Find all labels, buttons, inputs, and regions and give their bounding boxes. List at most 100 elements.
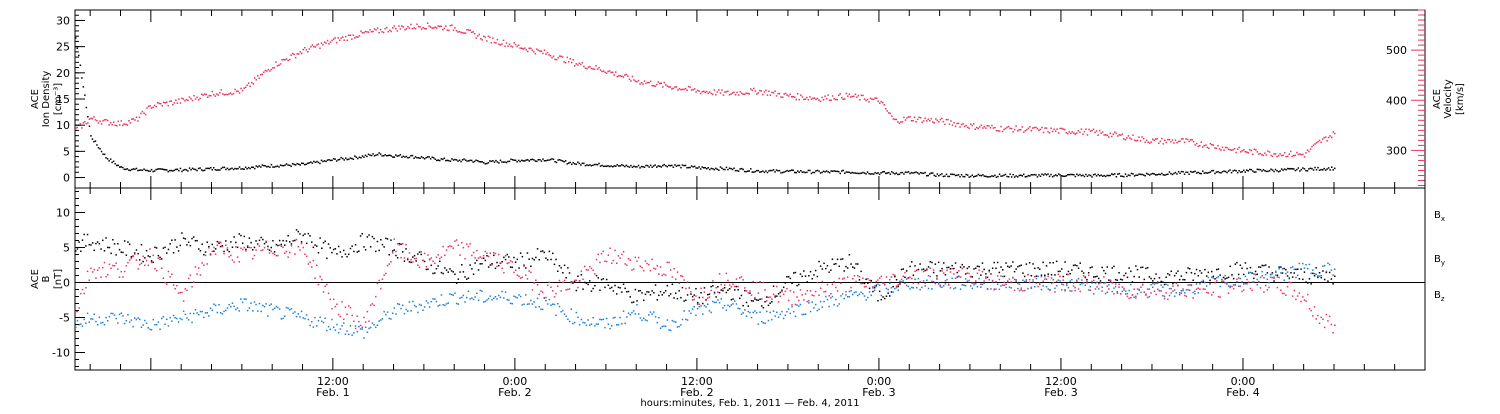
velocity-point [812,97,814,100]
bz-point [504,255,507,257]
bx-point [995,267,997,270]
by-point [278,308,281,310]
density-point [687,166,690,169]
velocity-point [854,93,857,95]
bx-point [819,265,822,267]
density-point [586,164,588,166]
density-point [1038,174,1040,176]
density-point [848,171,851,174]
by-point [755,312,758,314]
by-point [1199,283,1201,285]
velocity-point [1009,127,1011,130]
bz-point [914,270,916,272]
bz-point [860,283,862,285]
density-point [860,172,863,174]
bz-point [862,277,864,279]
density-point [251,166,253,168]
bx-point [1173,274,1176,277]
bx-point [152,261,154,264]
bx-point [880,298,883,301]
density-point [859,172,861,175]
bx-point [1136,268,1139,271]
density-point [795,171,797,174]
density-point [273,166,276,168]
bx-point [358,250,360,252]
by-point [432,298,434,300]
velocity-point [551,56,553,59]
bx-point [193,236,195,238]
bx-point [334,248,337,250]
velocity-point [1074,133,1077,135]
density-point [1126,175,1128,178]
bz-point [934,282,937,285]
density-point [616,164,618,166]
density-point [731,168,734,171]
bx-point [457,278,460,280]
bx-point [248,237,251,239]
by-point [916,287,918,289]
by-point [1167,284,1169,286]
density-point [196,169,198,172]
density-point [205,167,207,170]
bz-point [491,264,493,266]
bz-point [179,291,181,294]
by-point [681,318,684,321]
by-point [1045,286,1048,288]
velocity-point [328,43,330,45]
bz-point [546,284,549,286]
by-point [781,310,783,313]
bx-point [407,258,409,261]
bx-point [914,265,916,267]
bx-point [1290,272,1292,274]
velocity-point [531,49,534,52]
density-point [282,165,285,167]
by-point [444,304,446,307]
bottom-ylabel-line1: ACE [30,269,41,289]
bz-point [863,286,866,288]
density-point [513,159,515,161]
density-point [1191,171,1193,173]
by-point [459,297,461,299]
by-point [1027,287,1029,290]
by-point [336,323,338,326]
velocity-point [1174,139,1177,141]
bz-point [1093,279,1095,282]
velocity-point [660,82,662,84]
bx-point [503,256,505,259]
by-point [1243,283,1245,285]
velocity-point [1267,150,1269,152]
bx-point [546,259,549,261]
density-point [1205,172,1207,174]
by-point [1114,283,1117,285]
bx-point [332,248,335,251]
density-point [730,167,732,170]
velocity-point [1256,151,1259,153]
bx-point [1253,277,1255,280]
by-point [691,308,694,310]
velocity-point [451,24,453,26]
by-point [241,301,244,304]
density-point [1326,168,1328,170]
bx-point [514,261,517,263]
velocity-point [601,70,603,73]
bx-point [1059,270,1061,273]
velocity-point [824,95,826,97]
by-point [236,307,239,309]
by-point [1184,292,1186,294]
density-point [1115,176,1118,178]
density-point [213,167,215,169]
density-point [913,171,916,174]
bx-point [592,287,594,290]
bx-point [246,246,249,248]
by-point [1133,296,1135,298]
bx-point [346,255,348,258]
density-point [1127,174,1130,176]
bx-point [712,285,714,287]
velocity-point [1142,138,1145,140]
bx-point [696,301,699,304]
bx-point [1133,275,1135,278]
bx-point [757,299,760,301]
density-point [1180,170,1183,173]
velocity-point [184,100,186,102]
bz-point [386,264,389,267]
